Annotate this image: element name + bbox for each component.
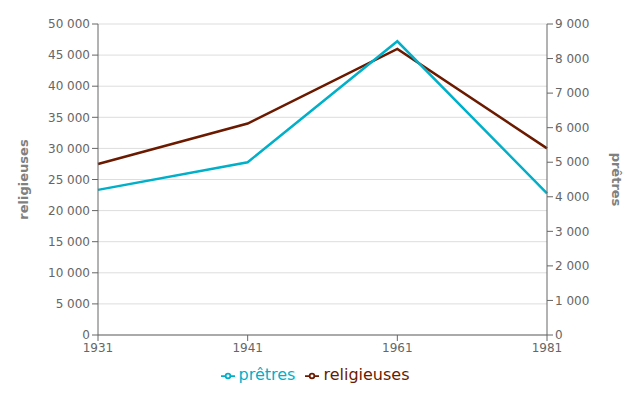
svg-text:7 000: 7 000	[555, 86, 589, 100]
svg-text:1 000: 1 000	[555, 294, 589, 308]
svg-text:1931: 1931	[83, 341, 114, 355]
svg-text:9 000: 9 000	[555, 17, 589, 31]
svg-text:religieuses: religieuses	[16, 139, 31, 220]
svg-text:4 000: 4 000	[555, 190, 589, 204]
svg-text:2 000: 2 000	[555, 259, 589, 273]
svg-text:50 000: 50 000	[48, 17, 90, 31]
svg-text:25 000: 25 000	[48, 173, 90, 187]
svg-text:0: 0	[82, 328, 90, 342]
svg-text:1981: 1981	[532, 341, 563, 355]
svg-text:5 000: 5 000	[555, 155, 589, 169]
html-text:prêtres: prêtres	[238, 365, 296, 384]
svg-text:1961: 1961	[382, 341, 413, 355]
html-text:religieuses: religieuses	[323, 365, 410, 384]
svg-text:35 000: 35 000	[48, 111, 90, 125]
svg-text:prêtres: prêtres	[609, 153, 624, 207]
svg-text:1941: 1941	[232, 341, 263, 355]
svg-text:6 000: 6 000	[555, 121, 589, 135]
svg-text:3 000: 3 000	[555, 225, 589, 239]
svg-text:8 000: 8 000	[555, 52, 589, 66]
svg-text:10 000: 10 000	[48, 266, 90, 280]
svg-text:0: 0	[555, 328, 563, 342]
svg-text:15 000: 15 000	[48, 235, 90, 249]
svg-text:5 000: 5 000	[56, 297, 90, 311]
svg-text:45 000: 45 000	[48, 48, 90, 62]
svg-text:20 000: 20 000	[48, 204, 90, 218]
svg-text:40 000: 40 000	[48, 79, 90, 93]
svg-text:30 000: 30 000	[48, 142, 90, 156]
